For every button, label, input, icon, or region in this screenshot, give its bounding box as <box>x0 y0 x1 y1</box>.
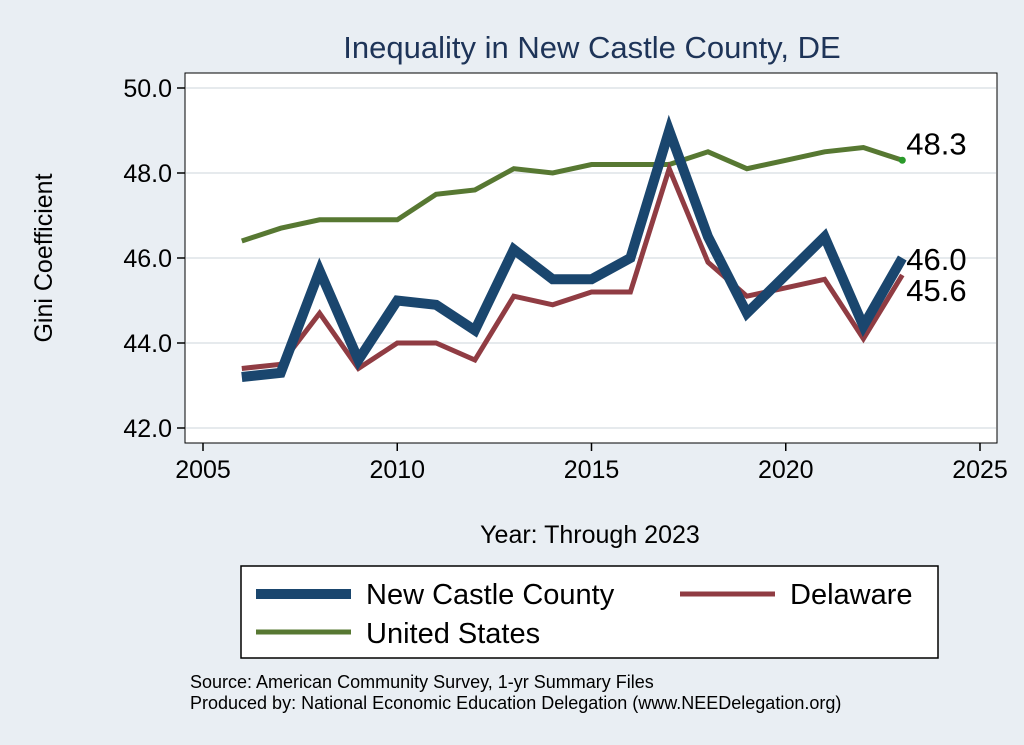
x-tick-label: 2005 <box>175 456 231 484</box>
chart-title: Inequality in New Castle County, DE <box>343 30 840 65</box>
y-tick-label: 50.0 <box>123 75 172 103</box>
end-point-united-states <box>898 156 906 164</box>
end-labels: 46.045.6 48.3 <box>906 126 966 308</box>
end-label-united-states: 48.3 <box>906 126 966 161</box>
y-tick-label: 42.0 <box>123 415 172 443</box>
y-tick-label: 46.0 <box>123 245 172 273</box>
series-line-new-castle-county <box>241 114 907 382</box>
end-label-delaware: 45.6 <box>906 273 966 308</box>
series-lines <box>241 114 907 382</box>
gridlines <box>186 87 996 429</box>
legend-label-united-states: United States <box>366 618 540 650</box>
x-tick-label: 2010 <box>369 456 425 484</box>
legend-box <box>240 565 939 659</box>
series-line-united-states <box>241 144 904 244</box>
y-axis-title: Gini Coefficient <box>30 173 58 342</box>
source-note: Source: American Community Survey, 1-yr … <box>190 672 654 692</box>
x-tick-label: 2015 <box>564 456 620 484</box>
x-tick-label: 2020 <box>758 456 814 484</box>
legend-label-delaware: Delaware <box>790 579 913 611</box>
x-tick-label: 2025 <box>952 456 1008 484</box>
produced-by-note: Produced by: National Economic Education… <box>190 693 841 713</box>
legend: New Castle County Delaware United States <box>240 565 939 659</box>
y-tick-label: 44.0 <box>123 330 172 358</box>
axes: 42.0 44.0 46.0 48.0 50.0 2005 2010 2015 2020 2025 <box>123 73 1008 484</box>
legend-label-new-castle-county: New Castle County <box>366 579 615 611</box>
series-line-delaware <box>241 161 905 372</box>
x-axis-title: Year: Through 2023 <box>480 521 700 549</box>
y-tick-label: 48.0 <box>123 160 172 188</box>
end-label-new-castle-county: 46.0 <box>906 242 966 277</box>
